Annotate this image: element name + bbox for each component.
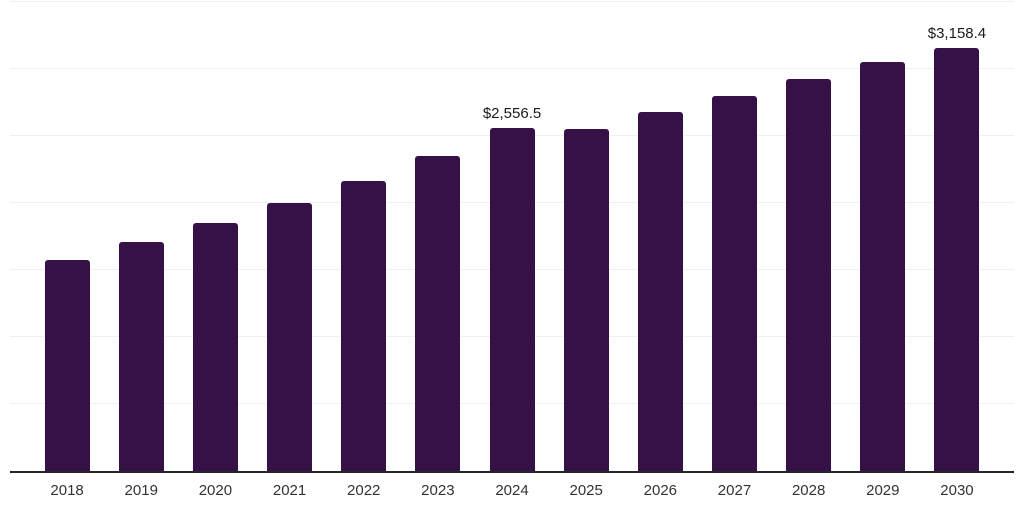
x-tick-label-2020: 2020 — [198, 482, 233, 499]
bar-2018 — [44, 260, 90, 471]
bar-slot-2018 — [30, 2, 104, 471]
gridline-3500 — [10, 1, 1014, 2]
x-tick-label-2024: 2024 — [495, 482, 529, 499]
x-tick-label-2022: 2022 — [347, 482, 381, 499]
bar-slot-2020 — [178, 2, 252, 471]
bar-slot-2026 — [623, 2, 697, 471]
bar-slot-2030: $3,158.4 — [920, 2, 994, 471]
x-tick-label-2029: 2029 — [866, 482, 900, 499]
x-axis-tick-labels: 2018 2019 2020 2021 2022 2023 2024 2025 2026 2027… — [30, 482, 994, 499]
x-tick-label-2023: 2023 — [421, 482, 455, 499]
bar-slot-2024: $2,556.5 — [475, 2, 549, 471]
bar-2027 — [711, 95, 757, 471]
bar-2019 — [118, 241, 164, 471]
bar-slot-2025 — [549, 2, 623, 471]
bar-2030 — [934, 47, 980, 471]
x-tick-label-2019: 2019 — [124, 482, 158, 499]
bar-2023 — [415, 156, 461, 471]
x-tick-label-2030: 2030 — [940, 482, 974, 499]
bar-2021 — [267, 203, 313, 471]
bar-2026 — [637, 112, 683, 471]
x-tick-label-2021: 2021 — [272, 482, 307, 499]
x-tick-label-2026: 2026 — [643, 482, 678, 499]
x-tick-label-2028: 2028 — [791, 482, 826, 499]
bar-slot-2022 — [327, 2, 401, 471]
bar-slot-2023 — [401, 2, 475, 471]
plot-area: $2,556.5 $3,158.4 — [10, 1, 1014, 473]
bar-slot-2029 — [846, 2, 920, 471]
bar-2028 — [786, 79, 832, 471]
bar-2025 — [563, 128, 609, 471]
bar-slot-2028 — [772, 2, 846, 471]
gridline-3000 — [10, 68, 1014, 69]
x-tick-label-2018: 2018 — [50, 482, 84, 499]
bar-2024 — [489, 128, 535, 471]
bar-slot-2021 — [252, 2, 326, 471]
data-label-2030: $3,158.4 — [927, 24, 987, 42]
bar-2020 — [192, 223, 238, 471]
bar-slot-2027 — [697, 2, 771, 471]
x-tick-label-2025: 2025 — [569, 482, 603, 499]
bar-2022 — [341, 180, 387, 471]
data-label-2024: $2,556.5 — [482, 105, 542, 123]
bars-band: $2,556.5 $3,158.4 — [30, 2, 994, 471]
bar-2029 — [860, 62, 906, 471]
bar-slot-2019 — [104, 2, 178, 471]
x-tick-label-2027: 2027 — [717, 482, 752, 499]
